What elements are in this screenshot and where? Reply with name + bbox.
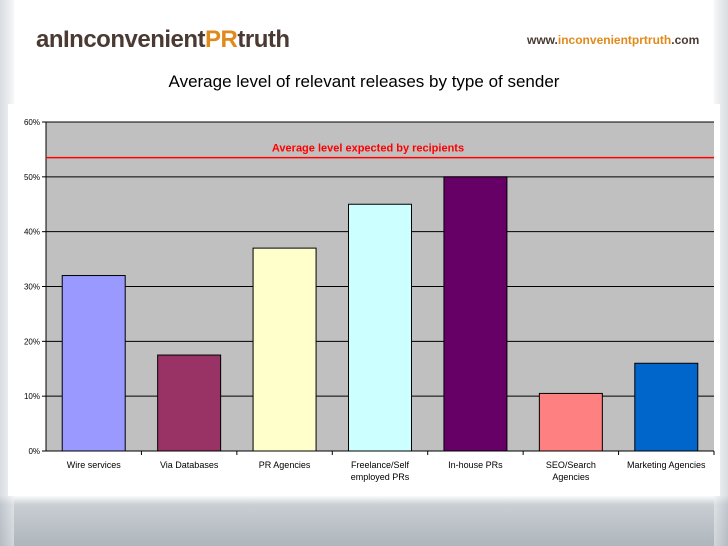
url-prefix: www. bbox=[527, 33, 558, 47]
bar bbox=[538, 392, 603, 452]
brand-logo: anInconvenientPRtruth bbox=[36, 26, 290, 54]
website-url[interactable]: www.inconvenientprtruth.com bbox=[527, 33, 699, 47]
y-tick-label: 60% bbox=[24, 118, 40, 127]
bar bbox=[252, 247, 317, 452]
bar bbox=[61, 275, 126, 452]
y-tick-label: 50% bbox=[24, 173, 40, 182]
x-tick-label: Freelance/Self bbox=[351, 460, 410, 470]
bar bbox=[443, 176, 508, 452]
bar bbox=[634, 362, 699, 452]
y-tick-label: 0% bbox=[28, 447, 40, 456]
brand-pr: PR bbox=[205, 26, 238, 53]
y-tick-label: 40% bbox=[24, 228, 40, 237]
chart-title: Average level of relevant releases by ty… bbox=[168, 72, 560, 91]
y-tick-label: 10% bbox=[24, 392, 40, 401]
url-mid: inconvenientprtruth bbox=[557, 33, 672, 47]
x-tick-label: Marketing Agencies bbox=[627, 460, 706, 470]
x-tick-label: employed PRs bbox=[351, 472, 410, 482]
bar bbox=[157, 354, 222, 452]
x-tick-label: PR Agencies bbox=[259, 460, 311, 470]
x-tick-label: Agencies bbox=[552, 472, 590, 482]
reference-line-label: Average level expected by recipients bbox=[272, 143, 464, 155]
x-tick-label: In-house PRs bbox=[448, 460, 503, 470]
x-tick-label: SEO/Search bbox=[546, 460, 596, 470]
brand-suffix: truth bbox=[237, 26, 290, 53]
y-tick-label: 20% bbox=[24, 337, 40, 346]
url-suffix: .com bbox=[671, 33, 700, 47]
x-tick-label: Via Databases bbox=[160, 460, 219, 470]
x-tick-label: Wire services bbox=[67, 460, 122, 470]
brand-prefix: anInconvenient bbox=[36, 26, 206, 53]
y-tick-label: 30% bbox=[24, 283, 40, 292]
bar bbox=[348, 203, 412, 452]
